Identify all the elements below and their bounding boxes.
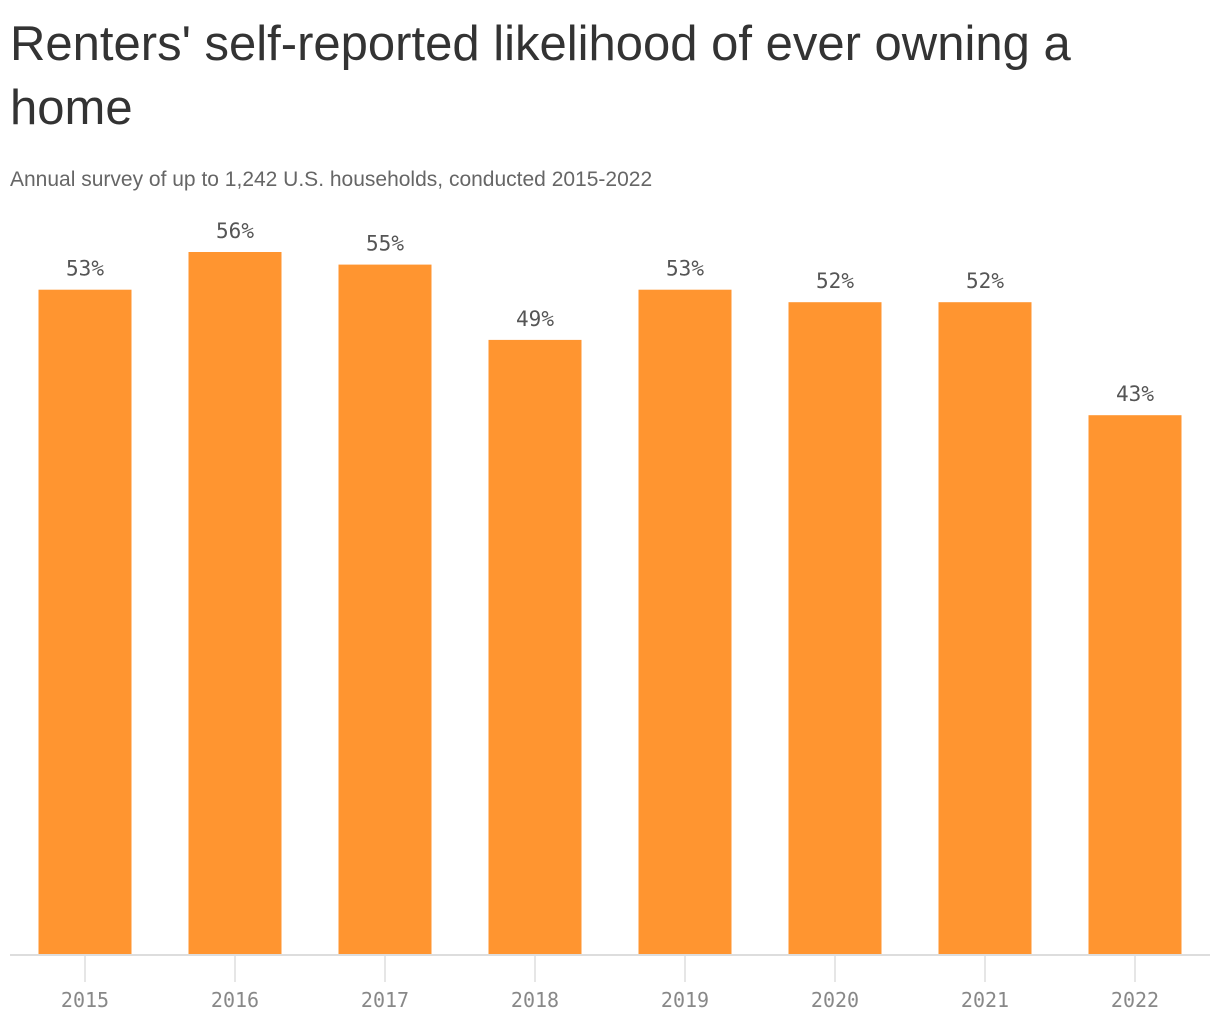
bar-2017 — [338, 264, 432, 956]
x-tick-label-2016: 2016 — [211, 988, 259, 1012]
x-tick-label-2021: 2021 — [961, 988, 1009, 1012]
value-label-2018: 49% — [516, 307, 554, 331]
value-label-2021: 52% — [966, 269, 1004, 293]
x-tick-label-2019: 2019 — [661, 988, 709, 1012]
x-axis-ticks: 2015 2016 2017 2018 2019 2020 2021 2022 — [61, 955, 1159, 1012]
chart-title: Renters' self-reported likelihood of eve… — [10, 17, 1071, 135]
x-tick-label-2017: 2017 — [361, 988, 409, 1012]
value-label-2015: 53% — [66, 257, 104, 281]
bar-2018 — [488, 339, 582, 955]
bar-2022 — [1088, 415, 1182, 955]
x-tick-label-2020: 2020 — [811, 988, 859, 1012]
bar-2020 — [788, 302, 882, 955]
bars-layer — [38, 252, 1182, 956]
chart-subtitle: Annual survey of up to 1,242 U.S. househ… — [10, 168, 653, 191]
value-label-2022: 43% — [1116, 382, 1154, 406]
bar-2019 — [638, 289, 732, 955]
value-label-2016: 56% — [216, 219, 254, 243]
bar-2016 — [188, 252, 282, 955]
value-label-2020: 52% — [816, 269, 854, 293]
bar-2015 — [38, 289, 132, 955]
bar-2021 — [938, 302, 1032, 955]
value-label-2017: 55% — [366, 232, 404, 256]
x-tick-label-2018: 2018 — [511, 988, 559, 1012]
x-tick-label-2015: 2015 — [61, 988, 109, 1012]
value-label-2019: 53% — [666, 257, 704, 281]
x-tick-label-2022: 2022 — [1111, 988, 1159, 1012]
value-labels-layer: 53% 56% 55% 49% 53% 52% 52% 43% — [66, 219, 1154, 406]
